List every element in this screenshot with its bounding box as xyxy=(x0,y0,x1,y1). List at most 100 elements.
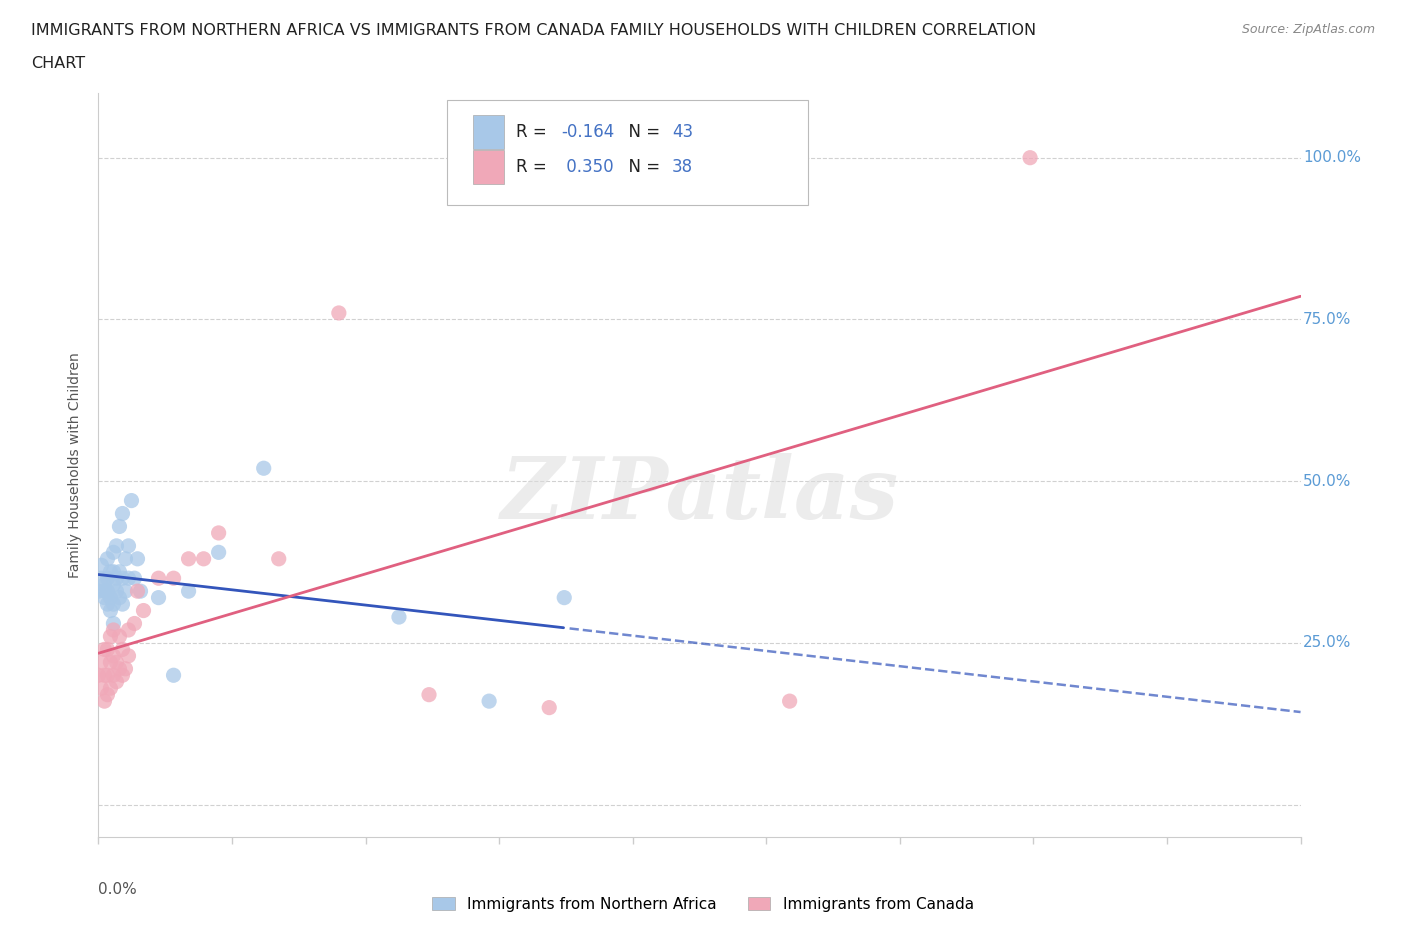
Point xyxy=(93,591,115,605)
Point xyxy=(103,545,125,560)
Point xyxy=(328,306,350,321)
Point xyxy=(105,584,128,599)
Point xyxy=(418,687,440,702)
Point xyxy=(177,584,200,599)
Point xyxy=(129,584,152,599)
Point xyxy=(108,591,131,605)
Point xyxy=(388,609,411,624)
Text: N =: N = xyxy=(617,158,665,177)
Point xyxy=(121,493,143,508)
Point xyxy=(87,584,110,599)
Point xyxy=(193,551,215,566)
Point xyxy=(208,525,231,540)
Point xyxy=(96,687,118,702)
Text: 75.0%: 75.0% xyxy=(1303,312,1351,327)
Point xyxy=(117,538,139,553)
Point xyxy=(117,648,139,663)
Text: 43: 43 xyxy=(672,124,693,141)
Point xyxy=(90,655,112,670)
Point xyxy=(103,668,125,683)
Y-axis label: Family Households with Children: Family Households with Children xyxy=(69,352,83,578)
Point xyxy=(103,597,125,612)
Point xyxy=(103,622,125,637)
Point xyxy=(100,655,122,670)
Point xyxy=(124,571,146,586)
Text: 50.0%: 50.0% xyxy=(1303,473,1351,488)
Point xyxy=(93,668,115,683)
Point xyxy=(117,571,139,586)
Point xyxy=(96,584,118,599)
Point xyxy=(553,591,575,605)
Point xyxy=(111,571,134,586)
Point xyxy=(111,668,134,683)
Point xyxy=(96,642,118,657)
Point xyxy=(105,538,128,553)
Point xyxy=(538,700,561,715)
Point xyxy=(100,565,122,579)
Text: -0.164: -0.164 xyxy=(561,124,614,141)
Text: 0.350: 0.350 xyxy=(561,158,614,177)
Text: R =: R = xyxy=(516,124,551,141)
Point xyxy=(124,616,146,631)
Point xyxy=(105,674,128,689)
Point xyxy=(132,604,155,618)
Point xyxy=(127,551,149,566)
Point xyxy=(105,571,128,586)
Point xyxy=(100,604,122,618)
Point xyxy=(93,642,115,657)
Point xyxy=(96,668,118,683)
Point xyxy=(103,578,125,592)
Point xyxy=(779,694,801,709)
Point xyxy=(93,578,115,592)
Text: N =: N = xyxy=(617,124,665,141)
Point xyxy=(90,681,112,696)
Point xyxy=(162,571,184,586)
Point xyxy=(108,629,131,644)
Point xyxy=(253,460,276,475)
Text: 0.0%: 0.0% xyxy=(98,882,138,897)
Point xyxy=(148,571,170,586)
Text: 38: 38 xyxy=(672,158,693,177)
Point xyxy=(96,551,118,566)
Text: 100.0%: 100.0% xyxy=(1303,151,1361,166)
Point xyxy=(111,506,134,521)
Point xyxy=(100,629,122,644)
Text: Source: ZipAtlas.com: Source: ZipAtlas.com xyxy=(1241,23,1375,36)
Point xyxy=(103,648,125,663)
Point xyxy=(177,551,200,566)
Point xyxy=(478,694,501,709)
Text: IMMIGRANTS FROM NORTHERN AFRICA VS IMMIGRANTS FROM CANADA FAMILY HOUSEHOLDS WITH: IMMIGRANTS FROM NORTHERN AFRICA VS IMMIG… xyxy=(31,23,1036,38)
Point xyxy=(108,565,131,579)
Point xyxy=(111,642,134,657)
Legend: Immigrants from Northern Africa, Immigrants from Canada: Immigrants from Northern Africa, Immigra… xyxy=(426,890,980,918)
Text: R =: R = xyxy=(516,158,551,177)
Point xyxy=(127,584,149,599)
Point xyxy=(1019,151,1042,166)
Point xyxy=(93,694,115,709)
Point xyxy=(100,681,122,696)
Point xyxy=(103,616,125,631)
Point xyxy=(114,551,136,566)
Point xyxy=(100,591,122,605)
Point xyxy=(90,558,112,573)
Point xyxy=(87,668,110,683)
Point xyxy=(162,668,184,683)
Point xyxy=(108,661,131,676)
Point xyxy=(117,622,139,637)
Point xyxy=(105,655,128,670)
FancyBboxPatch shape xyxy=(474,115,503,149)
Point xyxy=(267,551,290,566)
Point xyxy=(96,597,118,612)
Point xyxy=(114,584,136,599)
Point xyxy=(114,661,136,676)
Text: 25.0%: 25.0% xyxy=(1303,635,1351,650)
Point xyxy=(90,571,112,586)
Point xyxy=(111,597,134,612)
Point xyxy=(208,545,231,560)
Text: CHART: CHART xyxy=(31,56,84,71)
Point xyxy=(103,565,125,579)
Point xyxy=(148,591,170,605)
Point xyxy=(96,571,118,586)
Point xyxy=(93,584,115,599)
FancyBboxPatch shape xyxy=(447,100,807,205)
